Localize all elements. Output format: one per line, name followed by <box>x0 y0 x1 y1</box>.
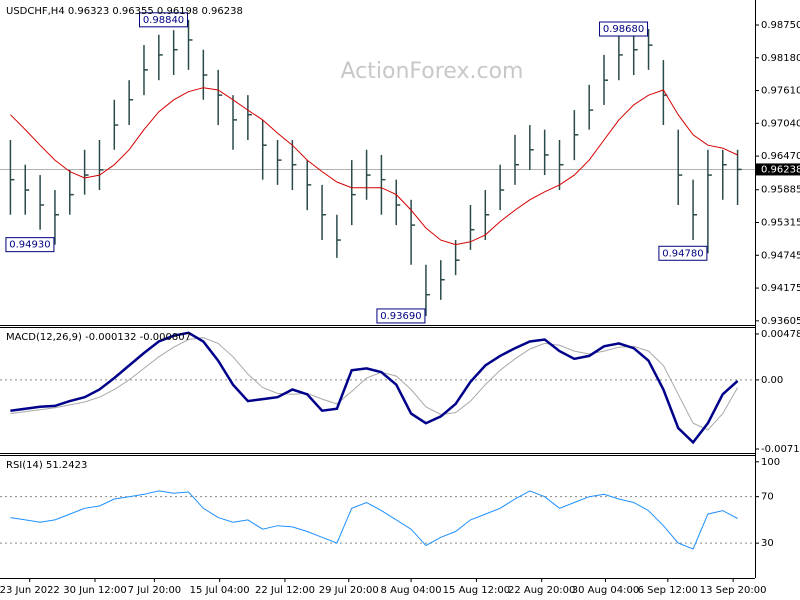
y-tick-label: 0.94175 <box>761 283 800 294</box>
y-tick-label: 0.004781 <box>761 329 800 340</box>
y-tick-label: 0.94745 <box>761 250 800 261</box>
price-annotation: 0.94780 <box>662 248 703 259</box>
y-tick-label: 0.97040 <box>761 118 800 129</box>
indicator-line <box>10 331 739 445</box>
y-tick-label: 0.98180 <box>761 53 800 64</box>
x-tick-label: 6 Sep 12:00 <box>638 585 698 596</box>
x-tick-label: 30 Jun 12:00 <box>63 585 127 596</box>
moving-average <box>10 87 738 246</box>
last-price-label: 0.96238 <box>761 164 800 175</box>
panel-title: USDCHF,H4 0.96323 0.96355 0.96198 0.9623… <box>6 6 243 17</box>
price-annotation-box <box>139 12 188 28</box>
x-tick-label: 29 Jul 20:00 <box>319 585 379 596</box>
y-tick-label: 0.98750 <box>761 20 800 31</box>
y-tick-label: 0.96470 <box>761 151 800 162</box>
x-tick-label: 23 Jun 2022 <box>0 585 60 596</box>
price-annotation-box <box>658 245 708 261</box>
y-tick-label: 100 <box>761 457 780 468</box>
x-tick-label: 15 Aug 12:00 <box>443 585 510 596</box>
y-tick-label: 0.00 <box>761 375 783 386</box>
y-tick-label: 0.97610 <box>761 86 800 97</box>
x-tick-label: 30 Aug 04:00 <box>572 585 639 596</box>
indicator-line <box>10 337 739 431</box>
panel-title: RSI(14) 51.2423 <box>6 460 87 471</box>
price-annotation-box <box>5 237 55 253</box>
y-tick-label: 30 <box>761 538 774 549</box>
y-tick-label: 0.93605 <box>761 316 800 327</box>
x-tick-label: 13 Sep 20:00 <box>700 585 767 596</box>
y-tick-label: 70 <box>761 492 774 503</box>
x-tick-label: 22 Jul 12:00 <box>255 585 315 596</box>
price-annotation: 0.98680 <box>603 24 644 35</box>
x-tick-label: 15 Jul 04:00 <box>190 585 250 596</box>
watermark: ActionForex.com <box>341 59 524 84</box>
x-tick-label: 7 Jul 20:00 <box>128 585 182 596</box>
price-annotation-box <box>599 21 649 37</box>
y-tick-label: 0.95885 <box>761 185 800 196</box>
price-annotation: 0.93690 <box>380 311 421 322</box>
indicator-line <box>10 490 738 550</box>
x-tick-label: 22 Aug 20:00 <box>508 585 575 596</box>
y-tick-label: 0.95315 <box>761 218 800 229</box>
price-annotation: 0.98840 <box>143 15 184 26</box>
price-annotation: 0.94930 <box>9 240 50 251</box>
price-annotation-box <box>376 308 426 324</box>
y-tick-label: -0.007191 <box>761 444 800 455</box>
last-price-box <box>756 163 800 176</box>
x-tick-label: 8 Aug 04:00 <box>381 585 442 596</box>
panel-title: MACD(12,26,9) -0.000132 -0.000807 <box>6 332 191 343</box>
